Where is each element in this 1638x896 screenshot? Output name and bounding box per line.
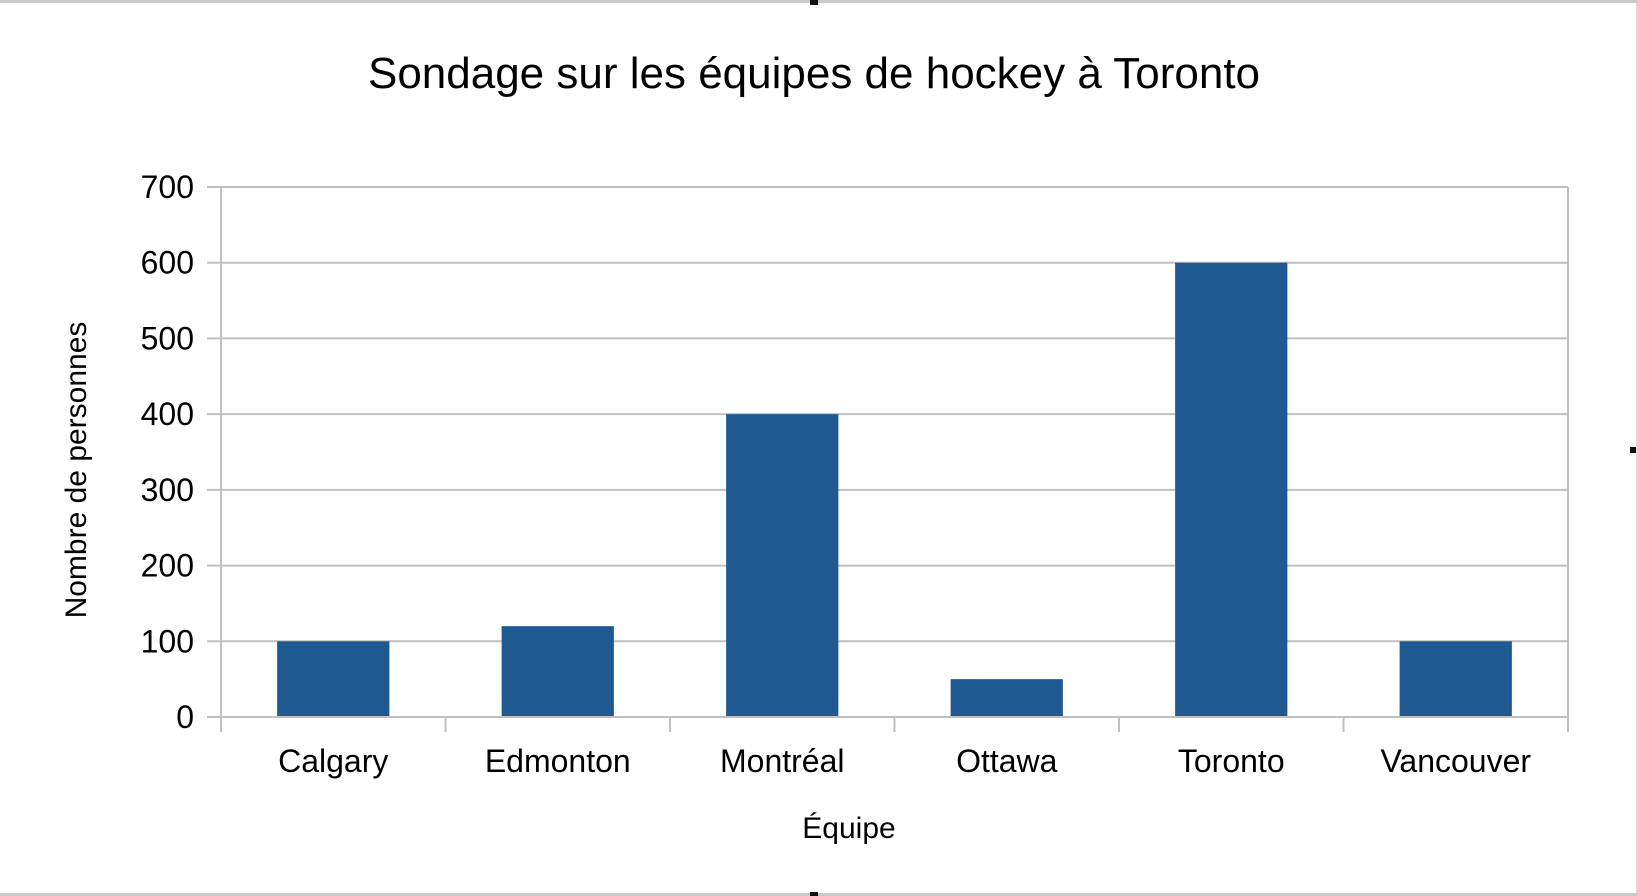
y-tick-label: 100 (141, 623, 194, 659)
chart-title: Sondage sur les équipes de hockey à Toro… (368, 49, 1260, 98)
y-tick-label: 300 (141, 472, 194, 508)
y-tick-label: 700 (141, 169, 194, 205)
x-tick-label: Toronto (1178, 743, 1285, 779)
bar-calgary (277, 641, 390, 717)
y-tick-label: 600 (141, 245, 194, 281)
top-resize-handle[interactable] (810, 0, 818, 5)
y-tick-labels: 0 100 200 300 400 500 600 700 (141, 169, 194, 735)
right-resize-handle[interactable] (1630, 447, 1636, 453)
y-axis-label: Nombre de personnes (60, 322, 93, 619)
bar-montréal (726, 414, 839, 717)
bar-ottawa (950, 679, 1063, 717)
x-tick-label: Ottawa (956, 743, 1058, 779)
y-tick-label: 0 (176, 699, 194, 735)
bottom-resize-handle[interactable] (810, 892, 818, 896)
x-axis-label: Équipe (802, 812, 895, 845)
axes (207, 186, 1569, 732)
bar-vancouver (1399, 641, 1512, 717)
gridlines (221, 186, 1568, 643)
bar-edmonton (501, 626, 614, 717)
bars (277, 262, 1512, 717)
x-tick-label: Vancouver (1380, 743, 1531, 779)
y-tick-label: 200 (141, 548, 194, 584)
bar-toronto (1175, 262, 1288, 717)
y-tick-label: 500 (141, 320, 194, 356)
x-tick-labels: Calgary Edmonton Montréal Ottawa Toronto Vanc… (278, 743, 1531, 779)
y-tick-label: 400 (141, 396, 194, 432)
x-tick-label: Calgary (278, 743, 388, 779)
x-tick-label: Montréal (720, 743, 845, 779)
x-tick-label: Edmonton (485, 743, 631, 779)
